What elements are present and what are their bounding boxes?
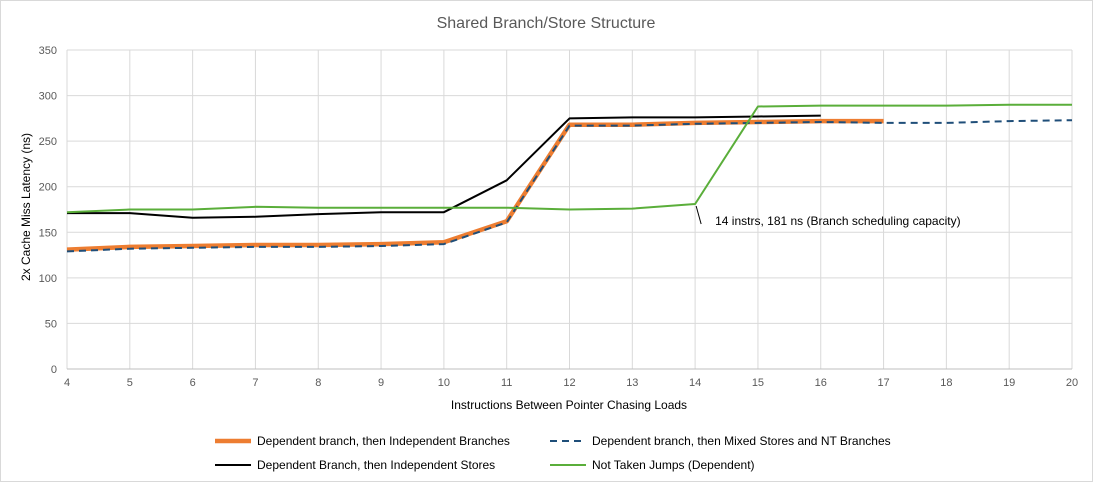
y-tick-label: 300 bbox=[39, 91, 57, 103]
series-line-2 bbox=[66, 119, 1073, 253]
legend-label: Dependent branch, then Independent Branc… bbox=[257, 434, 510, 448]
x-tick-label: 20 bbox=[1066, 377, 1078, 389]
x-tick-label: 12 bbox=[563, 377, 575, 389]
x-axis-title: Instructions Between Pointer Chasing Loa… bbox=[451, 398, 687, 412]
y-tick-label: 150 bbox=[39, 227, 57, 239]
x-tick-label: 6 bbox=[190, 377, 196, 389]
x-tick-label: 13 bbox=[626, 377, 638, 389]
x-tick-label: 19 bbox=[1003, 377, 1015, 389]
x-tick-label: 9 bbox=[378, 377, 384, 389]
series-line-4 bbox=[66, 103, 1072, 214]
legend-label: Dependent Branch, then Independent Store… bbox=[257, 458, 495, 472]
x-tick-label: 17 bbox=[877, 377, 889, 389]
x-tick-label: 11 bbox=[501, 377, 512, 389]
y-axis-title: 2x Cache Miss Latency (ns) bbox=[19, 133, 33, 281]
legend-label: Dependent branch, then Mixed Stores and … bbox=[592, 434, 891, 448]
x-tick-label: 7 bbox=[252, 377, 258, 389]
axes: 4 5 6 7 8 9 10 11 12 13 14 15 16 17 18 19 20050100150200… bbox=[39, 45, 1078, 389]
x-tick-label: 18 bbox=[940, 377, 952, 389]
legend: Dependent branch, then Independent Branc… bbox=[215, 434, 891, 472]
x-tick-label: 15 bbox=[752, 377, 764, 389]
x-tick-label: 16 bbox=[815, 377, 827, 389]
annotation-label: 14 instrs, 181 ns (Branch scheduling cap… bbox=[715, 214, 960, 228]
annotation-leader bbox=[695, 205, 702, 225]
chart-title: Shared Branch/Store Structure bbox=[437, 15, 656, 32]
legend-label: Not Taken Jumps (Dependent) bbox=[592, 458, 755, 472]
annotations: 14 instrs, 181 ns (Branch scheduling cap… bbox=[695, 205, 961, 228]
x-tick-label: 4 bbox=[64, 377, 70, 389]
y-tick-label: 200 bbox=[39, 182, 57, 194]
series-lines bbox=[66, 103, 1073, 253]
x-tick-label: 8 bbox=[315, 377, 321, 389]
y-tick-label: 0 bbox=[51, 364, 57, 376]
y-tick-label: 100 bbox=[39, 273, 57, 285]
y-tick-label: 50 bbox=[45, 318, 57, 330]
x-tick-label: 14 bbox=[689, 377, 701, 389]
series-line-1 bbox=[66, 118, 884, 252]
y-tick-label: 350 bbox=[39, 45, 57, 57]
x-tick-label: 5 bbox=[127, 377, 133, 389]
y-tick-label: 250 bbox=[39, 136, 57, 148]
x-tick-label: 10 bbox=[438, 377, 450, 389]
series-line-3 bbox=[67, 114, 821, 219]
